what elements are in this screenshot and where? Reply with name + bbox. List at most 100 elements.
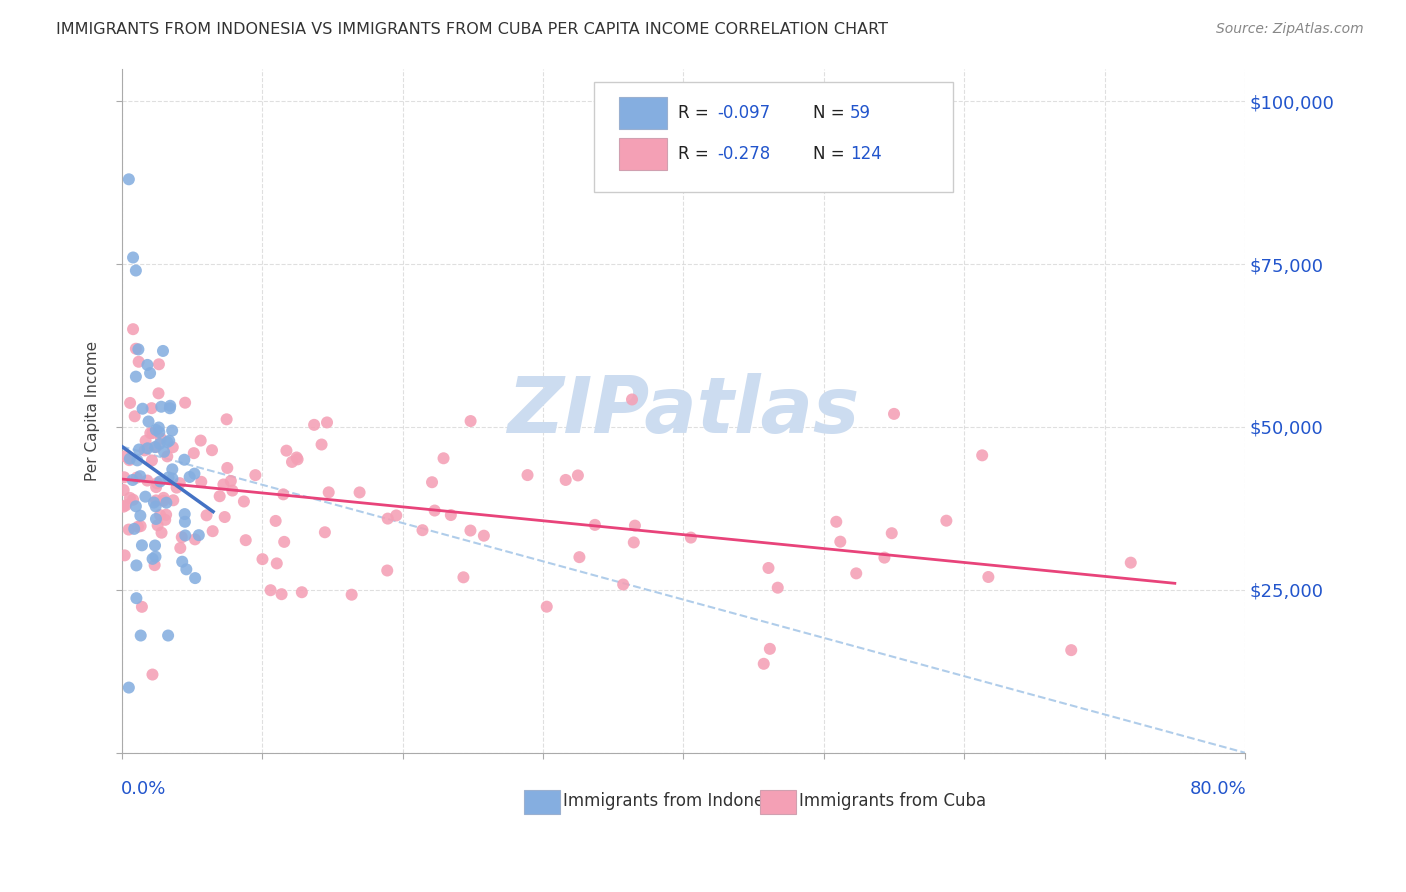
Text: N =: N = — [813, 145, 849, 163]
Point — [162, 462, 184, 476]
Point — [184, 571, 207, 585]
Point — [221, 483, 243, 498]
Point — [166, 481, 188, 495]
Point — [157, 434, 180, 448]
Point — [152, 493, 174, 508]
Point — [148, 420, 170, 434]
Text: R =: R = — [678, 145, 714, 163]
Point — [114, 549, 136, 563]
Point — [112, 483, 135, 497]
Point — [129, 508, 152, 523]
Point — [212, 477, 235, 491]
Point — [145, 440, 167, 454]
Point — [174, 395, 197, 409]
Point — [883, 407, 905, 421]
Text: -0.097: -0.097 — [717, 104, 770, 122]
Point — [141, 453, 163, 467]
Point — [156, 450, 179, 464]
Point — [152, 343, 174, 358]
Point — [276, 443, 298, 458]
Point — [141, 401, 163, 416]
Point — [583, 517, 606, 532]
Point — [139, 366, 162, 380]
Point — [112, 470, 135, 484]
Point — [162, 472, 184, 486]
Text: N =: N = — [813, 104, 849, 122]
Point — [143, 440, 166, 454]
Point — [129, 628, 152, 642]
Point — [302, 417, 325, 432]
Point — [149, 508, 172, 522]
Point — [135, 434, 157, 448]
Point — [759, 641, 782, 656]
Point — [134, 490, 156, 504]
Point — [145, 512, 167, 526]
Point — [125, 470, 148, 484]
Y-axis label: Per Capita Income: Per Capita Income — [86, 341, 100, 481]
Point — [349, 485, 371, 500]
Point — [281, 455, 304, 469]
Point — [187, 528, 209, 542]
Point — [176, 562, 198, 576]
Point — [318, 485, 340, 500]
Text: -0.278: -0.278 — [717, 145, 770, 163]
Point — [125, 369, 148, 384]
Point — [287, 452, 309, 467]
Text: ZIPatlas: ZIPatlas — [508, 373, 859, 449]
Point — [214, 510, 236, 524]
Point — [157, 628, 180, 642]
Point — [420, 475, 443, 490]
Point — [825, 515, 848, 529]
Point — [270, 587, 292, 601]
Point — [129, 519, 152, 533]
Point — [125, 342, 148, 356]
Point — [148, 425, 170, 439]
Point — [830, 534, 852, 549]
Point — [145, 549, 167, 564]
Point — [150, 400, 173, 414]
Point — [131, 538, 153, 552]
Point — [201, 524, 224, 539]
Point — [183, 446, 205, 460]
Point — [440, 508, 463, 522]
Point — [412, 523, 434, 537]
Point — [568, 550, 591, 565]
Point — [156, 435, 179, 450]
Point — [385, 508, 408, 523]
Point — [136, 358, 159, 372]
Point — [142, 552, 165, 566]
Text: Source: ZipAtlas.com: Source: ZipAtlas.com — [1216, 22, 1364, 37]
Point — [174, 515, 197, 529]
Point — [219, 474, 242, 488]
Point — [112, 500, 135, 514]
Point — [215, 412, 238, 426]
Point — [162, 440, 184, 454]
Point — [173, 507, 195, 521]
Point — [880, 526, 903, 541]
Point — [174, 528, 197, 542]
Point — [157, 470, 180, 484]
Point — [377, 511, 399, 525]
Point — [127, 343, 149, 357]
Point — [311, 437, 333, 451]
Point — [118, 453, 141, 467]
Point — [1119, 556, 1142, 570]
Point — [118, 172, 141, 186]
Point — [145, 493, 167, 508]
Point — [235, 533, 257, 548]
Point — [118, 681, 141, 695]
Point — [121, 473, 143, 487]
Point — [118, 451, 141, 466]
Point — [153, 444, 176, 458]
Point — [623, 535, 645, 549]
Point — [179, 470, 201, 484]
Point — [155, 508, 177, 522]
Text: IMMIGRANTS FROM INDONESIA VS IMMIGRANTS FROM CUBA PER CAPITA INCOME CORRELATION : IMMIGRANTS FROM INDONESIA VS IMMIGRANTS … — [56, 22, 889, 37]
Point — [128, 442, 150, 457]
Point — [169, 476, 191, 491]
Point — [273, 534, 295, 549]
FancyBboxPatch shape — [759, 789, 796, 814]
Point — [153, 513, 176, 527]
Point — [266, 557, 288, 571]
FancyBboxPatch shape — [620, 138, 666, 169]
